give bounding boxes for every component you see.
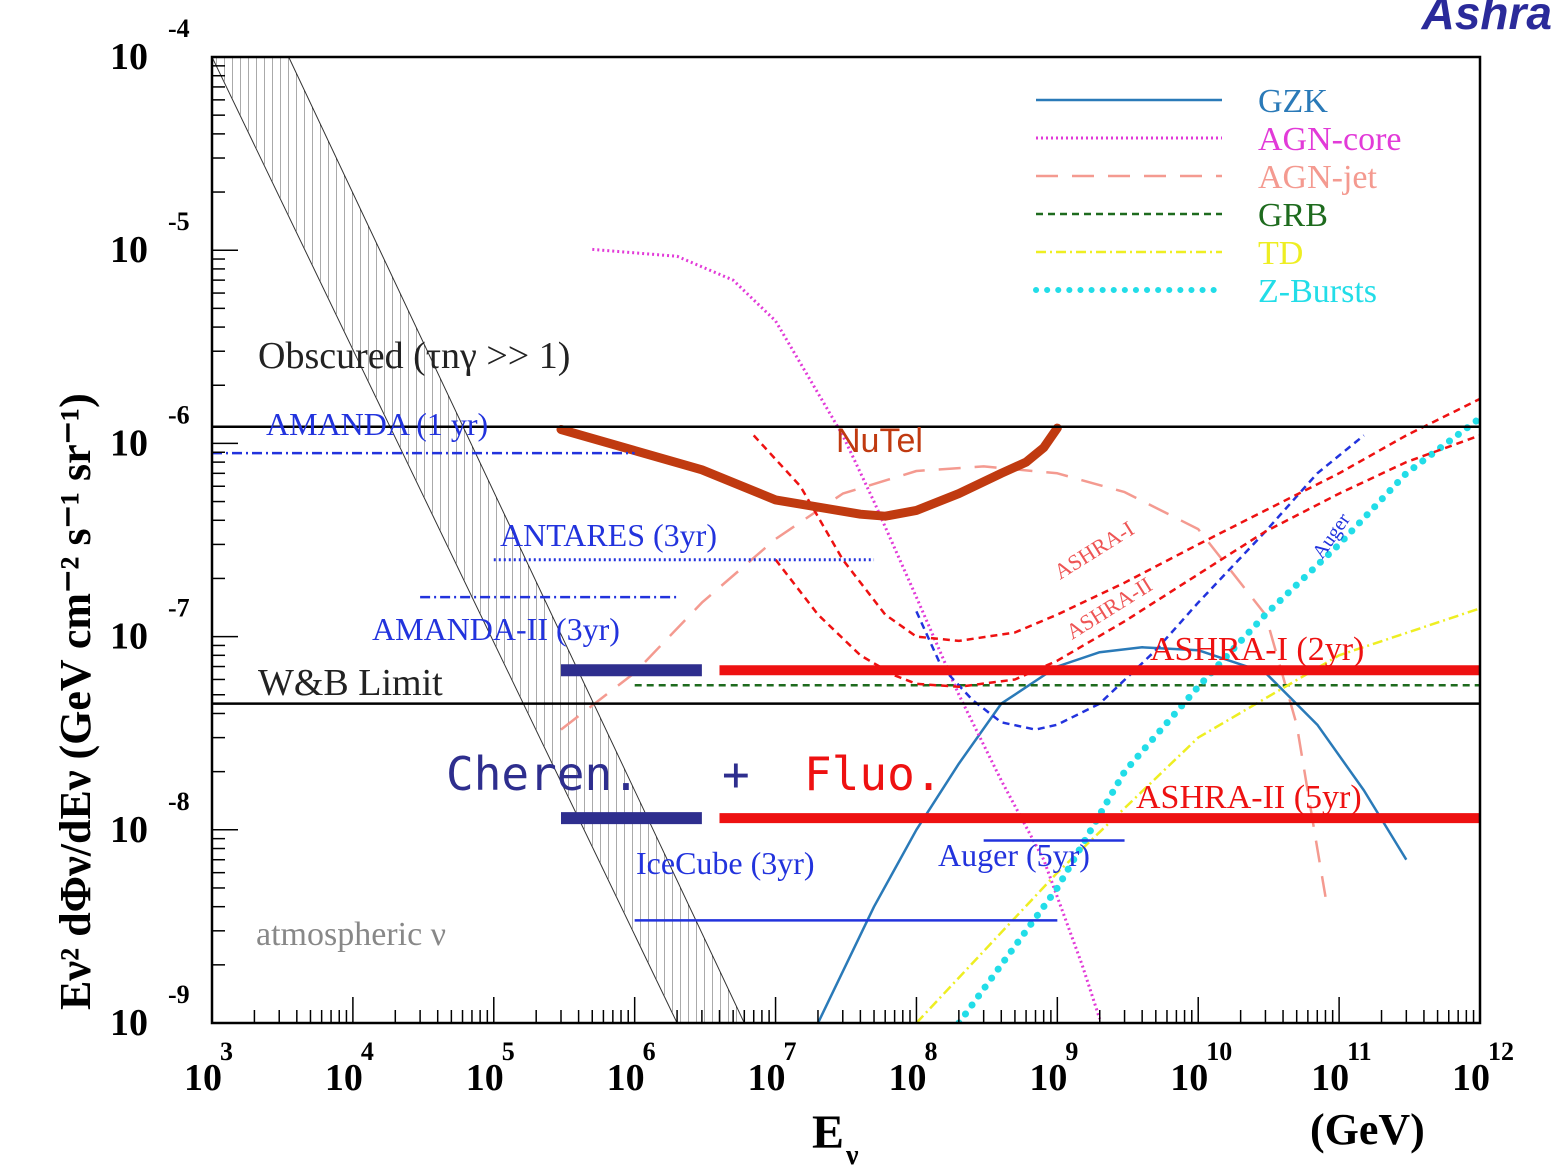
x-tick-label-base: 10 (1452, 1057, 1490, 1099)
y-tick-label-base: 10 (110, 1002, 148, 1044)
x-axis-unit: (GeV) (1310, 1105, 1425, 1154)
label-ashra-i-2yr: ASHRA-I (2yr) (1150, 631, 1364, 668)
series-auger (915, 434, 1365, 731)
label-antares: ANTARES (3yr) (500, 517, 717, 553)
x-axis-label-subscript: ν (845, 1140, 859, 1166)
x-axis-title: E ν (GeV) (812, 1105, 1425, 1166)
x-tick-label-exp: 6 (643, 1037, 656, 1066)
y-tick-label-base: 10 (110, 422, 148, 464)
y-tick-label-base: 10 (110, 36, 148, 78)
legend-label-agn-jet: AGN-jet (1258, 159, 1378, 196)
axes-layer: 10310410510610710810910101011101210-410-… (110, 14, 1514, 1099)
atmospheric-band (212, 57, 745, 1023)
y-tick-label-exp: -8 (168, 787, 190, 816)
sensitivity-bands-layer (560, 664, 1480, 825)
label-ashra-ii-5yr: ASHRA-II (5yr) (1136, 779, 1362, 816)
x-tick-label-exp: 8 (924, 1037, 937, 1066)
x-tick-label-base: 10 (607, 1057, 645, 1099)
legend-label-gzk: GZK (1258, 83, 1328, 120)
x-tick-label-base: 10 (325, 1057, 363, 1099)
y-tick-label-base: 10 (110, 616, 148, 658)
plot-frame (210, 55, 1482, 1025)
y-tick-label-base: 10 (110, 229, 148, 271)
brand-logo: Ashra (1421, 0, 1552, 39)
x-tick-label-exp: 3 (220, 1037, 233, 1066)
x-tick-label-exp: 11 (1347, 1037, 1372, 1066)
label-cherenkov: Cheren. (446, 747, 640, 801)
label-ashra-ii-curve: ASHRA-II (1061, 572, 1156, 644)
x-tick-label-exp: 10 (1206, 1037, 1232, 1066)
series-agn-jet (560, 465, 1327, 898)
series-ashra-i (752, 397, 1480, 643)
y-tick-label-base: 10 (110, 809, 148, 851)
label-amanda-ii: AMANDA-II (3yr) (372, 611, 620, 647)
label-amanda: AMANDA (1 yr) (266, 406, 488, 442)
label-icecube: IceCube (3yr) (636, 845, 815, 881)
series-td (915, 607, 1480, 1023)
annotation-wb-limit: W&B Limit (258, 662, 443, 704)
x-tick-label-exp: 7 (784, 1037, 797, 1066)
series-agn-core (592, 247, 1102, 1020)
label-auger-5yr: Auger (5yr) (938, 837, 1090, 873)
series-layer (212, 247, 1480, 1023)
x-tick-label-base: 10 (748, 1057, 786, 1099)
label-auger-curve: Auger (1308, 509, 1355, 563)
label-fluo: Fluo. (804, 747, 942, 801)
x-tick-label-exp: 4 (361, 1037, 374, 1066)
y-tick-label-exp: -9 (168, 980, 190, 1009)
label-plus: + (722, 747, 750, 801)
x-tick-label-base: 10 (466, 1057, 504, 1099)
y-tick-label-exp: -7 (168, 594, 190, 623)
x-tick-label-exp: 5 (502, 1037, 515, 1066)
legend-label-z-bursts: Z-Bursts (1258, 273, 1377, 310)
atmospheric-band-layer (212, 57, 745, 1023)
x-tick-label-exp: 9 (1065, 1037, 1078, 1066)
series-z-bursts (955, 414, 1480, 1023)
series-nutel (556, 423, 1062, 521)
y-tick-label-exp: -6 (168, 400, 190, 429)
x-tick-label-base: 10 (1170, 1057, 1208, 1099)
legend-label-td: TD (1258, 235, 1303, 272)
x-tick-label-base: 10 (184, 1057, 222, 1099)
y-tick-label-exp: -4 (168, 14, 190, 43)
x-tick-label-base: 10 (1029, 1057, 1067, 1099)
annotation-obscured: Obscured (τnγ >> 1) (258, 335, 570, 377)
y-tick-label-exp: -5 (168, 207, 190, 236)
legend-label-grb: GRB (1258, 197, 1328, 234)
x-tick-label-base: 10 (888, 1057, 926, 1099)
series-gzk (816, 646, 1408, 1023)
annotation-atmospheric: atmospheric ν (256, 916, 446, 953)
label-nutel: NuTel (836, 422, 923, 460)
x-tick-label-base: 10 (1311, 1057, 1349, 1099)
y-axis-label: Eν² dΦν/dEν (GeV cm⁻² s⁻¹ sr⁻¹) (51, 393, 100, 1010)
x-tick-label-exp: 12 (1488, 1037, 1514, 1066)
x-axis-label: E (812, 1106, 844, 1159)
label-ashra-i-curve: ASHRA-I (1049, 516, 1138, 584)
legend-label-agn-core: AGN-core (1258, 121, 1402, 158)
